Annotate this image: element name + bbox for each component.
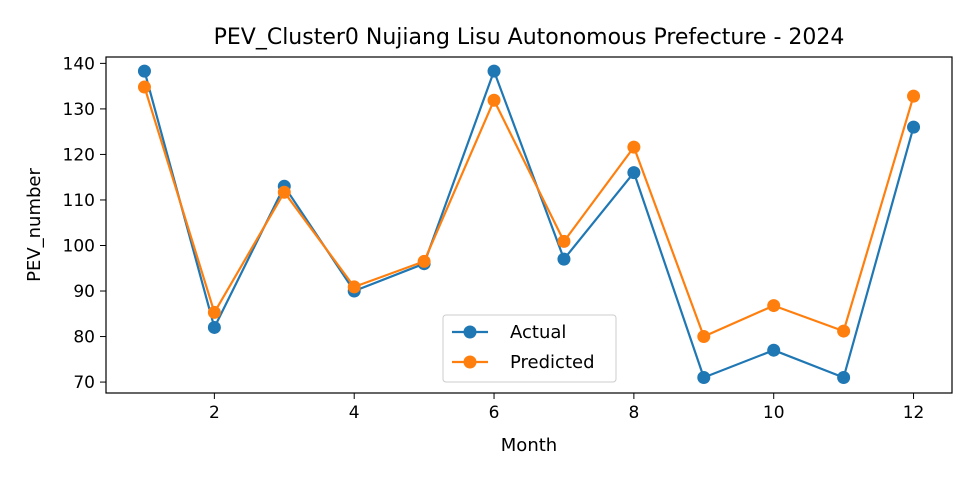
chart-title: PEV_Cluster0 Nujiang Lisu Autonomous Pre… — [214, 25, 845, 50]
y-tick-label: 80 — [73, 328, 95, 348]
plot-area: 2 4 6 8 10 12 70 80 90 100 110 120 130 140 — [63, 54, 925, 423]
data-point-predicted — [907, 89, 921, 103]
data-point-actual — [207, 320, 221, 334]
data-point-predicted — [347, 280, 361, 294]
legend-label-actual: Actual — [510, 322, 566, 343]
axes-frame — [105, 56, 953, 394]
series-line-actual — [143, 69, 915, 379]
x-tick-label: 4 — [349, 403, 360, 423]
x-axis-label: Month — [501, 435, 557, 456]
legend-marker-actual — [463, 325, 477, 339]
data-point-actual — [627, 166, 641, 180]
data-point-predicted — [487, 93, 501, 107]
data-point-predicted — [767, 299, 781, 313]
x-tick-label: 8 — [628, 403, 639, 423]
data-point-actual — [767, 343, 781, 357]
y-axis-label: PEV_number — [24, 168, 45, 282]
data-point-actual — [697, 371, 711, 385]
series-line-predicted — [143, 86, 915, 338]
data-point-actual — [837, 371, 851, 385]
x-tick-label: 12 — [903, 403, 925, 423]
data-point-predicted — [207, 305, 221, 319]
data-point-actual — [487, 64, 501, 78]
y-tick-label: 140 — [63, 54, 95, 74]
x-tick-label: 6 — [489, 403, 500, 423]
data-point-predicted — [837, 324, 851, 338]
data-point-predicted — [697, 330, 711, 344]
x-tick-label: 2 — [209, 403, 220, 423]
y-tick-label: 120 — [63, 145, 95, 165]
data-point-actual — [557, 252, 571, 266]
y-tick-label: 110 — [63, 191, 95, 211]
y-tick-label: 70 — [73, 373, 95, 393]
data-point-actual — [137, 64, 151, 78]
y-tick-label: 130 — [63, 100, 95, 120]
x-tick-label: 10 — [763, 403, 785, 423]
legend-label-predicted: Predicted — [510, 352, 595, 373]
data-point-predicted — [137, 80, 151, 94]
data-point-actual — [907, 120, 921, 134]
data-point-predicted — [557, 234, 571, 248]
data-point-predicted — [277, 185, 291, 199]
y-tick-label: 90 — [73, 282, 95, 302]
y-tick-label: 100 — [63, 236, 95, 256]
data-point-predicted — [417, 254, 431, 268]
legend-marker-predicted — [463, 355, 477, 369]
data-point-predicted — [627, 140, 641, 154]
legend: Actual Predicted — [442, 314, 617, 383]
